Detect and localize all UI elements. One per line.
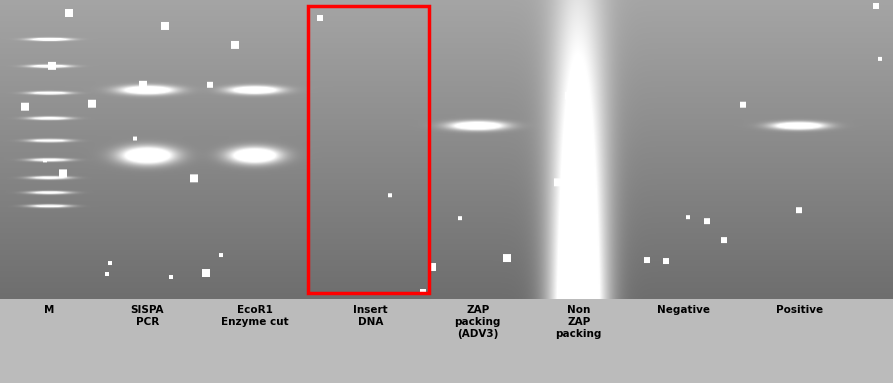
Text: Positive: Positive — [776, 306, 822, 316]
Text: Insert
DNA: Insert DNA — [354, 306, 388, 327]
Text: Negative: Negative — [656, 306, 710, 316]
Text: ZAP
packing
(ADV3): ZAP packing (ADV3) — [455, 306, 501, 339]
Text: EcoR1
Enzyme cut: EcoR1 Enzyme cut — [221, 306, 288, 327]
Text: SISPA
PCR: SISPA PCR — [130, 306, 164, 327]
Text: M: M — [44, 306, 54, 316]
Bar — [308, 6, 429, 293]
Text: Non
ZAP
packing: Non ZAP packing — [555, 306, 602, 339]
